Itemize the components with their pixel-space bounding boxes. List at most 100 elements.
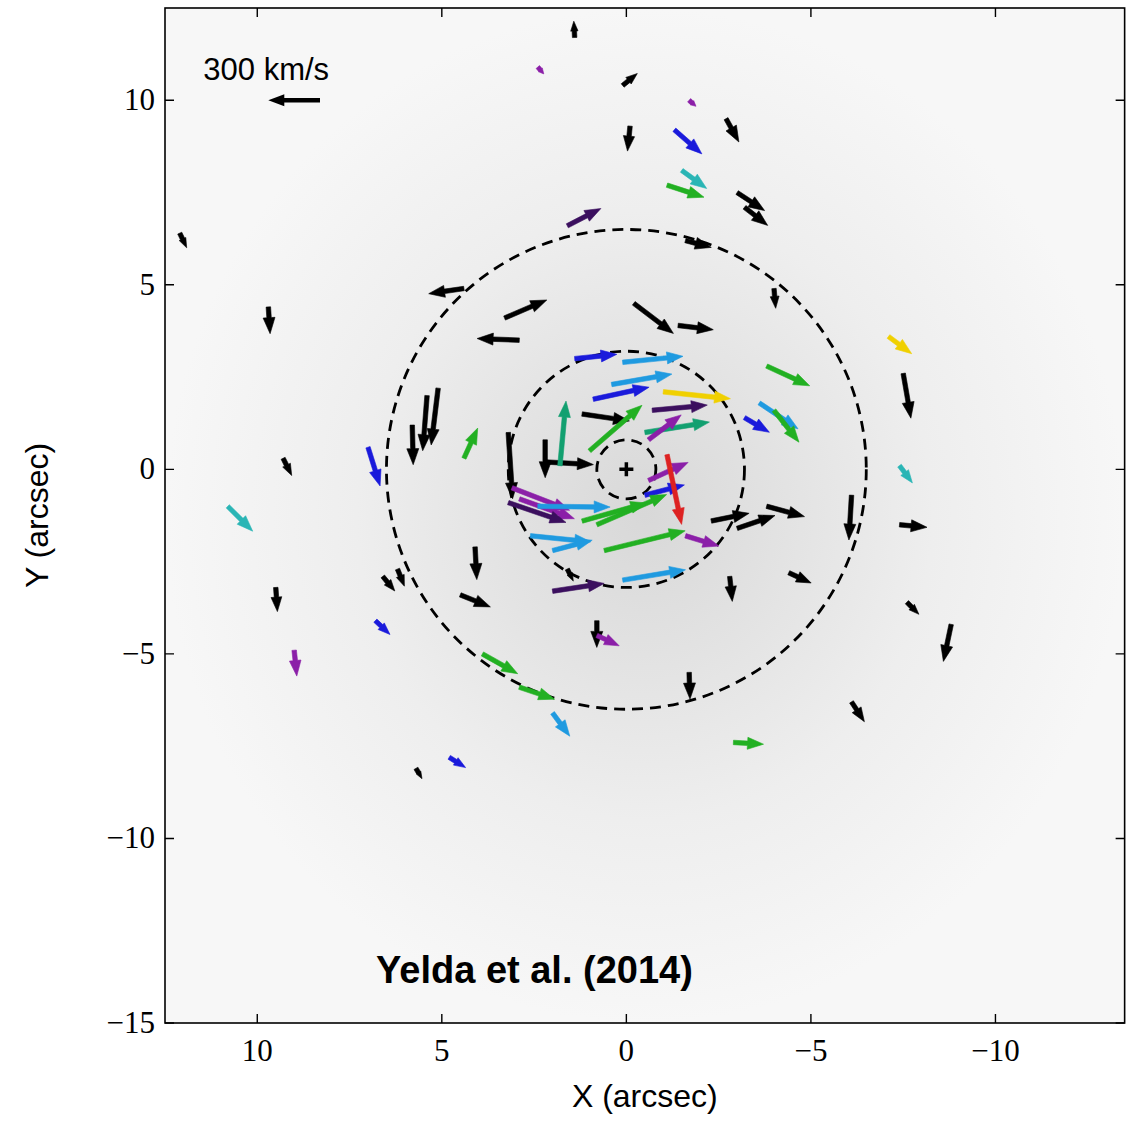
- velocity-arrow: [678, 322, 714, 334]
- velocity-arrow: [226, 505, 253, 532]
- plot-frame: [165, 8, 1125, 1023]
- velocity-arrow: [459, 593, 490, 607]
- x-tick-label: −10: [971, 1033, 1019, 1068]
- y-tick: [165, 653, 1125, 654]
- y-tick: [165, 100, 1125, 101]
- velocity-arrow: [680, 169, 706, 189]
- velocity-arrow: [448, 755, 466, 767]
- velocity-arrow: [289, 650, 301, 676]
- velocity-arrow: [688, 99, 696, 107]
- y-tick: [165, 284, 1125, 285]
- velocity-arrow: [178, 232, 187, 248]
- y-tick-label: 10: [124, 82, 155, 117]
- velocity-arrow: [588, 405, 642, 452]
- velocity-arrow: [552, 580, 604, 594]
- velocity-arrow: [477, 333, 519, 345]
- velocity-arrow: [663, 390, 730, 404]
- velocity-arrow: [622, 566, 685, 582]
- x-tick: [810, 8, 811, 1023]
- velocity-arrow: [901, 373, 914, 418]
- velocity-arrow: [666, 183, 704, 198]
- velocity-arrow: [743, 206, 768, 226]
- velocity-arrow: [558, 401, 571, 466]
- velocity-arrow: [591, 621, 603, 648]
- y-tick-label: −5: [122, 636, 155, 671]
- velocity-arrow: [414, 767, 422, 779]
- x-axis-title: X (arcsec): [572, 1078, 718, 1114]
- x-tick: [441, 8, 442, 1023]
- velocity-arrow: [941, 624, 954, 662]
- velocity-arrow: [536, 66, 544, 74]
- velocity-arrow: [652, 401, 707, 413]
- velocity-arrow: [725, 576, 736, 601]
- velocity-arrow: [766, 364, 810, 386]
- velocity-arrow: [407, 425, 419, 465]
- x-tick-label: −5: [794, 1033, 827, 1068]
- velocity-arrow: [508, 501, 567, 523]
- velocity-arrow: [673, 128, 702, 154]
- y-axis-title: Y (arcsec): [19, 443, 55, 588]
- y-tick: [165, 838, 1125, 839]
- plot-background: [165, 8, 1125, 1023]
- velocity-arrow: [685, 534, 719, 548]
- velocity-arrow: [481, 652, 517, 674]
- velocity-arrow: [766, 504, 805, 518]
- x-tick-label: 5: [434, 1033, 450, 1068]
- y-tick: [165, 469, 1125, 470]
- velocity-arrow: [887, 335, 912, 354]
- x-tick: [257, 8, 258, 1023]
- velocity-arrow: [647, 415, 681, 442]
- y-tick-label: −10: [107, 820, 155, 855]
- velocity-arrow: [395, 568, 404, 586]
- velocity-arrow: [621, 74, 637, 88]
- velocity-arrow: [596, 633, 619, 645]
- velocity-arrow: [711, 511, 749, 524]
- velocity-arrow: [665, 454, 684, 524]
- velocity-arrow: [462, 428, 478, 459]
- velocity-arrow: [724, 118, 739, 142]
- velocity-arrow: [519, 685, 555, 700]
- plot-area: [178, 21, 954, 779]
- velocity-arrow: [770, 288, 779, 308]
- velocity-arrow: [565, 568, 573, 581]
- velocity-arrow: [504, 300, 547, 320]
- velocity-arrow: [898, 464, 913, 483]
- annotation: Yelda et al. (2014): [376, 949, 693, 991]
- reference-arrow: [268, 94, 320, 106]
- velocity-arrow: [271, 587, 282, 611]
- velocity-arrow: [263, 307, 275, 334]
- x-tick: [626, 8, 627, 1023]
- velocity-arrow: [381, 575, 395, 591]
- y-tick-label: 0: [140, 451, 156, 486]
- reference-label: 300 km/s: [203, 52, 329, 87]
- velocity-arrow: [736, 191, 765, 211]
- velocity-arrow: [566, 209, 601, 228]
- velocity-arrow: [575, 350, 617, 362]
- velocity-arrow: [552, 539, 592, 553]
- velocity-arrow: [772, 409, 799, 442]
- radius-circle: [508, 351, 744, 587]
- velocity-arrow: [622, 352, 683, 365]
- y-tick-label: 5: [140, 267, 156, 302]
- velocity-arrow: [538, 501, 610, 513]
- velocity-arrow: [623, 126, 634, 151]
- velocity-arrow: [582, 502, 647, 524]
- velocity-arrow: [743, 416, 769, 433]
- velocity-arrow: [418, 395, 430, 450]
- velocity-arrow: [604, 529, 686, 553]
- velocity-arrow: [571, 21, 578, 37]
- x-tick-label: 0: [619, 1033, 635, 1068]
- velocity-arrow: [632, 302, 673, 334]
- velocity-arrow: [844, 495, 856, 540]
- velocity-arrow: [850, 701, 865, 722]
- velocity-arrow: [685, 238, 712, 250]
- velocity-arrow: [596, 495, 667, 527]
- chart: 300 km/s1050−5−10−15−10−50510X (arcsec)Y…: [0, 0, 1142, 1123]
- velocity-arrow: [366, 447, 381, 487]
- radius-circle: [597, 440, 656, 499]
- y-tick-label: −15: [107, 1005, 155, 1040]
- x-tick: [995, 8, 996, 1023]
- center-marker: [619, 462, 633, 476]
- velocity-arrow: [470, 547, 482, 580]
- velocity-arrow: [788, 571, 811, 583]
